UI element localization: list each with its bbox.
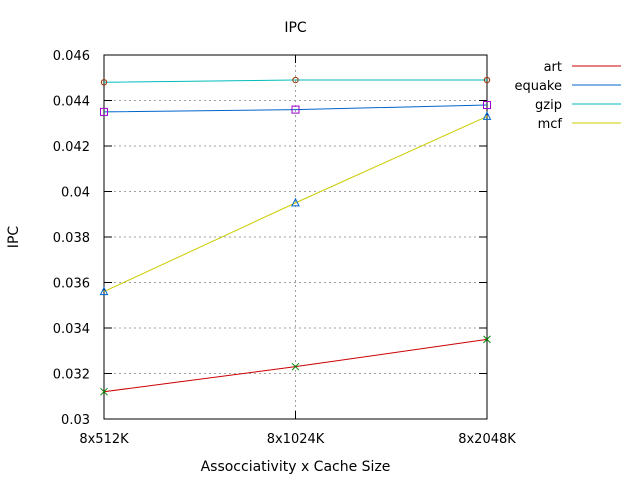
legend-label: equake [514,79,562,94]
y-tick-label: 0.04 [61,186,90,201]
data-point-equake [291,105,300,114]
series-gzip [100,76,491,86]
series-line-gzip [103,79,487,83]
y-tick-label: 0.044 [53,95,90,110]
x-tick-label: 8x512K [79,432,129,447]
data-point-gzip [292,76,299,84]
data-point-art [483,335,491,344]
data-point-mcf [482,111,492,120]
y-tick-label: 0.042 [53,140,90,155]
data-point-mcf [291,197,300,207]
series-mcf [99,111,492,296]
x-tick-label: 8x1024K [267,432,325,447]
legend-item-mcf: mcf [538,117,621,132]
series-equake [100,101,491,116]
legend: art equake gzip mcf [514,60,621,132]
legend-label: gzip [535,98,562,113]
y-tick-label: 0.036 [53,277,90,292]
chart-title: IPC [284,20,307,36]
legend-item-art: art [544,60,621,75]
grid-layer [104,55,487,419]
tick-layer: 0.03 0.032 0.034 0.036 0.038 0.04 0.042 0.044 0.… [53,49,516,447]
legend-label: mcf [538,117,563,132]
x-axis-title: Assocciativity x Cache Size [201,459,391,475]
data-point-gzip [100,79,108,86]
data-point-mcf [99,286,109,296]
data-point-art [100,387,108,396]
data-point-art [291,362,300,371]
series-layer [99,76,492,396]
y-tick-label: 0.03 [61,413,90,428]
y-axis-title: IPC [6,226,22,249]
y-tick-label: 0.038 [53,231,90,246]
series-line-mcf [103,115,488,293]
y-tick-label: 0.046 [53,49,90,64]
data-point-gzip [483,76,491,84]
data-point-equake [100,107,108,116]
y-tick-label: 0.032 [53,368,90,383]
series-art [100,335,491,396]
y-tick-label: 0.034 [53,322,90,337]
data-point-equake [483,101,491,110]
legend-label: art [544,60,562,75]
x-tick-label: 8x2048K [458,432,516,447]
legend-item-equake: equake [514,79,621,94]
series-line-equake [103,104,488,113]
legend-item-gzip: gzip [535,98,621,113]
